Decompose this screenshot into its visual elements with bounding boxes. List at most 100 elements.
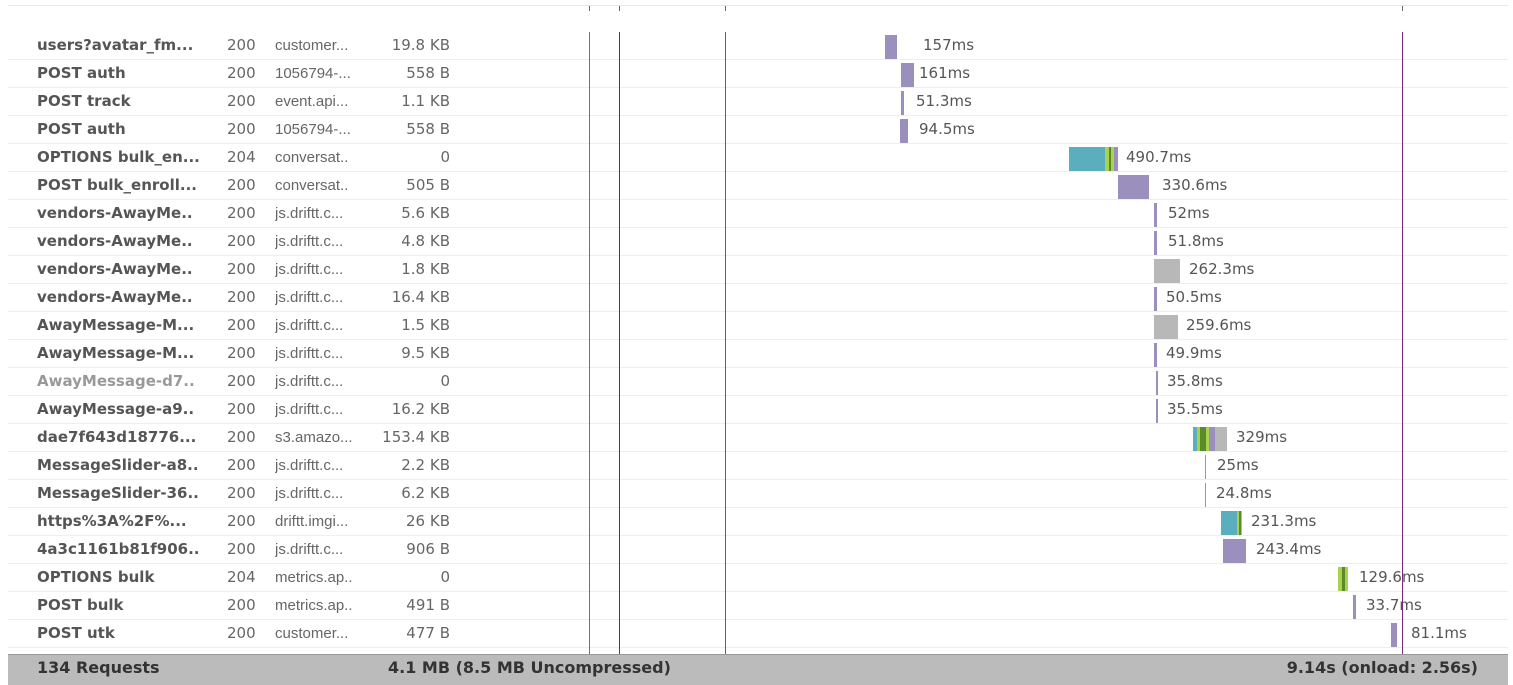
request-row[interactable]: vendors-AwayMe.. 200 js.driftt.c... 4.8 KB 5… — [8, 228, 1508, 256]
request-domain: js.driftt.c... — [275, 485, 344, 502]
first-paint-line — [619, 32, 620, 654]
request-duration: 157ms — [923, 36, 975, 54]
request-size: 491 B — [406, 596, 450, 614]
request-row[interactable]: POST bulk_enroll... 200 conversat.. 505 B 33… — [8, 172, 1508, 200]
timing-bar-receiving — [1205, 483, 1206, 507]
request-size: 5.6 KB — [401, 204, 450, 222]
request-row[interactable]: AwayMessage-d7.. 200 js.driftt.c... 0 35.8ms — [8, 368, 1508, 396]
timing-bar-connecting — [1193, 427, 1197, 451]
request-duration: 35.8ms — [1167, 372, 1223, 390]
request-domain: 1056794-... — [275, 121, 351, 138]
request-row[interactable]: MessageSlider-a8.. 200 js.driftt.c... 2.2 K… — [8, 452, 1508, 480]
total-time: 9.14s (onload: 2.56s) — [1286, 658, 1478, 677]
request-name: AwayMessage-d7.. — [37, 372, 195, 390]
request-domain: event.api... — [275, 93, 349, 110]
request-domain: conversat.. — [275, 149, 349, 166]
request-duration: 52ms — [1168, 204, 1210, 222]
timing-bar-cached — [1154, 259, 1180, 283]
request-name: POST track — [37, 92, 131, 110]
request-row[interactable]: POST bulk 200 metrics.ap.. 491 B 33.7ms — [8, 592, 1508, 620]
timing-bar-cached — [1154, 315, 1178, 339]
request-row[interactable]: AwayMessage-a9.. 200 js.driftt.c... 16.2 KB… — [8, 396, 1508, 424]
request-status: 200 — [227, 400, 256, 418]
request-status: 200 — [227, 36, 256, 54]
request-domain: js.driftt.c... — [275, 373, 344, 390]
request-row[interactable]: OPTIONS bulk 204 metrics.ap.. 0 129.6ms — [8, 564, 1508, 592]
request-duration: 231.3ms — [1251, 512, 1317, 530]
request-row[interactable]: 4a3c1161b81f906.. 200 js.driftt.c... 906 B 2… — [8, 536, 1508, 564]
request-duration: 33.7ms — [1366, 596, 1422, 614]
request-domain: conversat.. — [275, 177, 349, 194]
request-row[interactable]: POST utk 200 customer... 477 B 81.1ms — [8, 620, 1508, 648]
request-duration: 50.5ms — [1166, 288, 1222, 306]
request-status: 200 — [227, 232, 256, 250]
request-row[interactable]: vendors-AwayMe.. 200 js.driftt.c... 16.4 KB… — [8, 284, 1508, 312]
timeline-tick — [619, 6, 620, 11]
request-row[interactable]: users?avatar_fm... 200 customer... 19.8 KB 1… — [8, 32, 1508, 60]
request-domain: js.driftt.c... — [275, 401, 344, 418]
request-size: 19.8 KB — [391, 36, 450, 54]
request-domain: js.driftt.c... — [275, 345, 344, 362]
request-name: vendors-AwayMe.. — [37, 260, 193, 278]
request-status: 200 — [227, 288, 256, 306]
request-row[interactable]: POST track 200 event.api... 1.1 KB 51.3ms — [8, 88, 1508, 116]
request-status: 204 — [227, 568, 256, 586]
request-row[interactable]: https%3A%2F%... 200 driftt.imgi... 26 KB 231… — [8, 508, 1508, 536]
request-row[interactable]: AwayMessage-M... 200 js.driftt.c... 9.5 KB 4… — [8, 340, 1508, 368]
request-name: vendors-AwayMe.. — [37, 232, 193, 250]
request-size: 153.4 KB — [382, 428, 450, 446]
request-status: 200 — [227, 428, 256, 446]
timeline-tick — [589, 6, 590, 11]
request-name: POST bulk_enroll... — [37, 176, 197, 194]
request-domain: js.driftt.c... — [275, 261, 344, 278]
waterfall-table: users?avatar_fm... 200 customer... 19.8 KB 1… — [8, 32, 1508, 648]
request-duration: 243.4ms — [1256, 540, 1322, 558]
request-status: 200 — [227, 372, 256, 390]
request-duration: 259.6ms — [1186, 316, 1252, 334]
request-duration: 49.9ms — [1166, 344, 1222, 362]
request-size: 16.2 KB — [391, 400, 450, 418]
request-domain: js.driftt.c... — [275, 541, 344, 558]
timing-bar-receiving — [1154, 203, 1157, 227]
request-domain: js.driftt.c... — [275, 205, 344, 222]
request-duration: 81.1ms — [1411, 624, 1467, 642]
request-name: OPTIONS bulk — [37, 568, 155, 586]
request-row[interactable]: MessageSlider-36.. 200 js.driftt.c... 6.2 K… — [8, 480, 1508, 508]
request-size: 0 — [440, 568, 450, 586]
timing-bar-waiting — [1239, 511, 1241, 535]
request-row[interactable]: vendors-AwayMe.. 200 js.driftt.c... 1.8 KB 2… — [8, 256, 1508, 284]
request-status: 200 — [227, 316, 256, 334]
total-size: 4.1 MB (8.5 MB Uncompressed) — [388, 658, 671, 677]
request-size: 4.8 KB — [401, 232, 450, 250]
request-status: 200 — [227, 176, 256, 194]
request-duration: 35.5ms — [1167, 400, 1223, 418]
end-line — [1402, 32, 1403, 654]
request-domain: js.driftt.c... — [275, 457, 344, 474]
timing-bar-receiving — [1391, 623, 1397, 647]
timing-bar-waiting — [1342, 567, 1345, 591]
request-size: 9.5 KB — [401, 344, 450, 362]
request-row[interactable]: AwayMessage-M... 200 js.driftt.c... 1.5 KB 2… — [8, 312, 1508, 340]
request-name: vendors-AwayMe.. — [37, 288, 193, 306]
timing-bar-receiving — [1223, 539, 1246, 563]
timing-bar-receiving — [1353, 595, 1356, 619]
timing-bar-receiving — [1205, 455, 1206, 479]
request-status: 200 — [227, 204, 256, 222]
timing-bar-receiving — [1154, 231, 1157, 255]
timing-bar-receiving — [901, 63, 914, 87]
request-name: 4a3c1161b81f906.. — [37, 540, 200, 558]
timing-bar-receiving — [1154, 287, 1157, 311]
request-row[interactable]: vendors-AwayMe.. 200 js.driftt.c... 5.6 KB 5… — [8, 200, 1508, 228]
request-row[interactable]: OPTIONS bulk_en... 204 conversat.. 0 490.7ms — [8, 144, 1508, 172]
request-status: 200 — [227, 260, 256, 278]
request-status: 200 — [227, 120, 256, 138]
timeline-tick — [725, 6, 726, 11]
request-name: POST auth — [37, 64, 126, 82]
request-name: MessageSlider-36.. — [37, 484, 199, 502]
request-name: vendors-AwayMe.. — [37, 204, 193, 222]
timing-bar-receiving — [1114, 147, 1118, 171]
request-row[interactable]: POST auth 200 1056794-... 558 B 94.5ms — [8, 116, 1508, 144]
request-row[interactable]: POST auth 200 1056794-... 558 B 161ms — [8, 60, 1508, 88]
request-row[interactable]: dae7f643d18776... 200 s3.amazo... 153.4 KB 3… — [8, 424, 1508, 452]
timing-bar-receiving — [1156, 399, 1158, 423]
